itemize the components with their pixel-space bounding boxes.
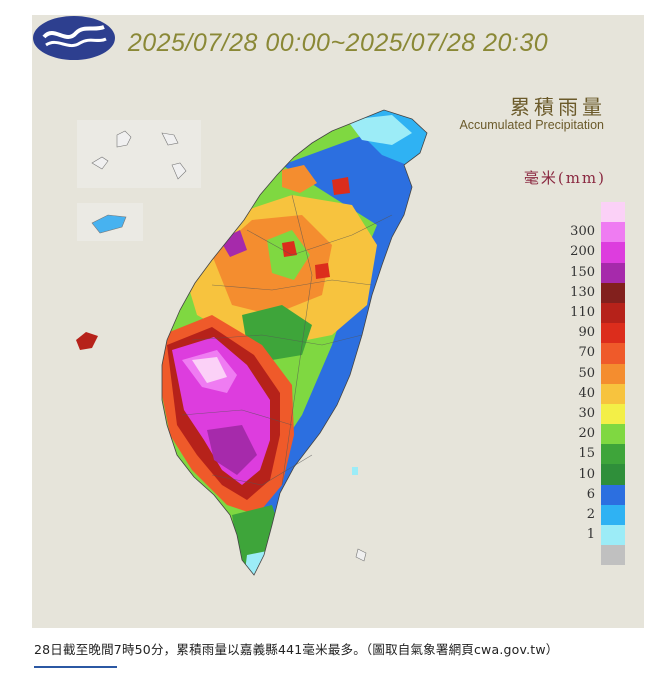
scale-row: 70 xyxy=(537,343,625,364)
scale-row: 40 xyxy=(537,383,625,404)
scale-label: 6 xyxy=(586,486,595,502)
scale-swatch xyxy=(601,525,625,546)
scale-swatch xyxy=(601,383,625,404)
scale-row: 1 xyxy=(537,525,625,546)
cwa-logo-icon xyxy=(33,16,115,60)
image-caption: 28日截至晚間7時50分，累積雨量以嘉義縣441毫米最多。（圖取自氣象署網頁cw… xyxy=(34,642,559,657)
legend-unit: 毫米(mm) xyxy=(523,169,606,187)
scale-label: 2 xyxy=(586,506,595,522)
scale-row: 6 xyxy=(537,484,625,505)
scale-swatch xyxy=(601,403,625,425)
scale-label: 40 xyxy=(578,385,595,401)
caption-accent-line xyxy=(34,666,117,668)
scale-row: 30 xyxy=(537,403,625,425)
precipitation-map: 2025/07/28 00:00~2025/07/28 20:30 累積雨量 A… xyxy=(32,15,644,628)
scale-swatch xyxy=(601,484,625,505)
scale-label: 300 xyxy=(570,224,595,240)
scale-row: 200 xyxy=(537,242,625,263)
scale-swatch xyxy=(601,363,625,384)
scale-swatch xyxy=(601,444,625,465)
scale-swatch xyxy=(601,302,625,324)
scale-row: 110 xyxy=(537,302,625,324)
scale-label: 1 xyxy=(586,527,595,543)
scale-swatch xyxy=(601,262,625,283)
scale-label: 70 xyxy=(578,345,595,361)
scale-row xyxy=(537,545,625,566)
scale-row: 50 xyxy=(537,363,625,384)
scale-label: 30 xyxy=(578,405,595,421)
scale-row: 150 xyxy=(537,262,625,283)
scale-swatch xyxy=(601,222,625,243)
scale-swatch xyxy=(601,343,625,364)
scale-label: 10 xyxy=(578,466,595,482)
legend-title-zh: 累積雨量 xyxy=(510,95,606,119)
scale-row: 300 xyxy=(537,222,625,243)
scale-label: 200 xyxy=(570,244,595,260)
scale-swatch xyxy=(601,202,625,223)
scale-row xyxy=(537,202,625,223)
offshore-islands xyxy=(76,120,367,562)
scale-row: 130 xyxy=(537,282,625,303)
scale-label: 130 xyxy=(570,284,595,300)
scale-row: 2 xyxy=(537,504,625,525)
scale-row: 20 xyxy=(537,424,625,445)
map-title: 2025/07/28 00:00~2025/07/28 20:30 xyxy=(127,29,549,57)
scale-label: 20 xyxy=(578,426,595,442)
scale-row: 10 xyxy=(537,464,625,485)
scale-label: 15 xyxy=(578,446,595,462)
map-graphic xyxy=(76,109,428,576)
scale-swatch xyxy=(601,504,625,525)
scale-label: 150 xyxy=(570,264,595,280)
scale-swatch xyxy=(601,464,625,485)
scale-label: 110 xyxy=(570,305,595,321)
scale-swatch xyxy=(601,323,625,344)
scale-label: 90 xyxy=(578,325,595,341)
scale-row: 15 xyxy=(537,444,625,465)
scale-swatch xyxy=(601,545,625,566)
scale-swatch xyxy=(601,424,625,445)
coastline xyxy=(161,109,428,576)
color-scale: 300 200 150 130 110 90 70 50 40 30 20 15 10 6 2 1 xyxy=(537,202,625,566)
scale-swatch xyxy=(601,282,625,303)
legend-title-en: Accumulated Precipitation xyxy=(459,118,604,132)
scale-row: 90 xyxy=(537,323,625,344)
scale-swatch xyxy=(601,242,625,263)
scale-label: 50 xyxy=(578,365,595,381)
